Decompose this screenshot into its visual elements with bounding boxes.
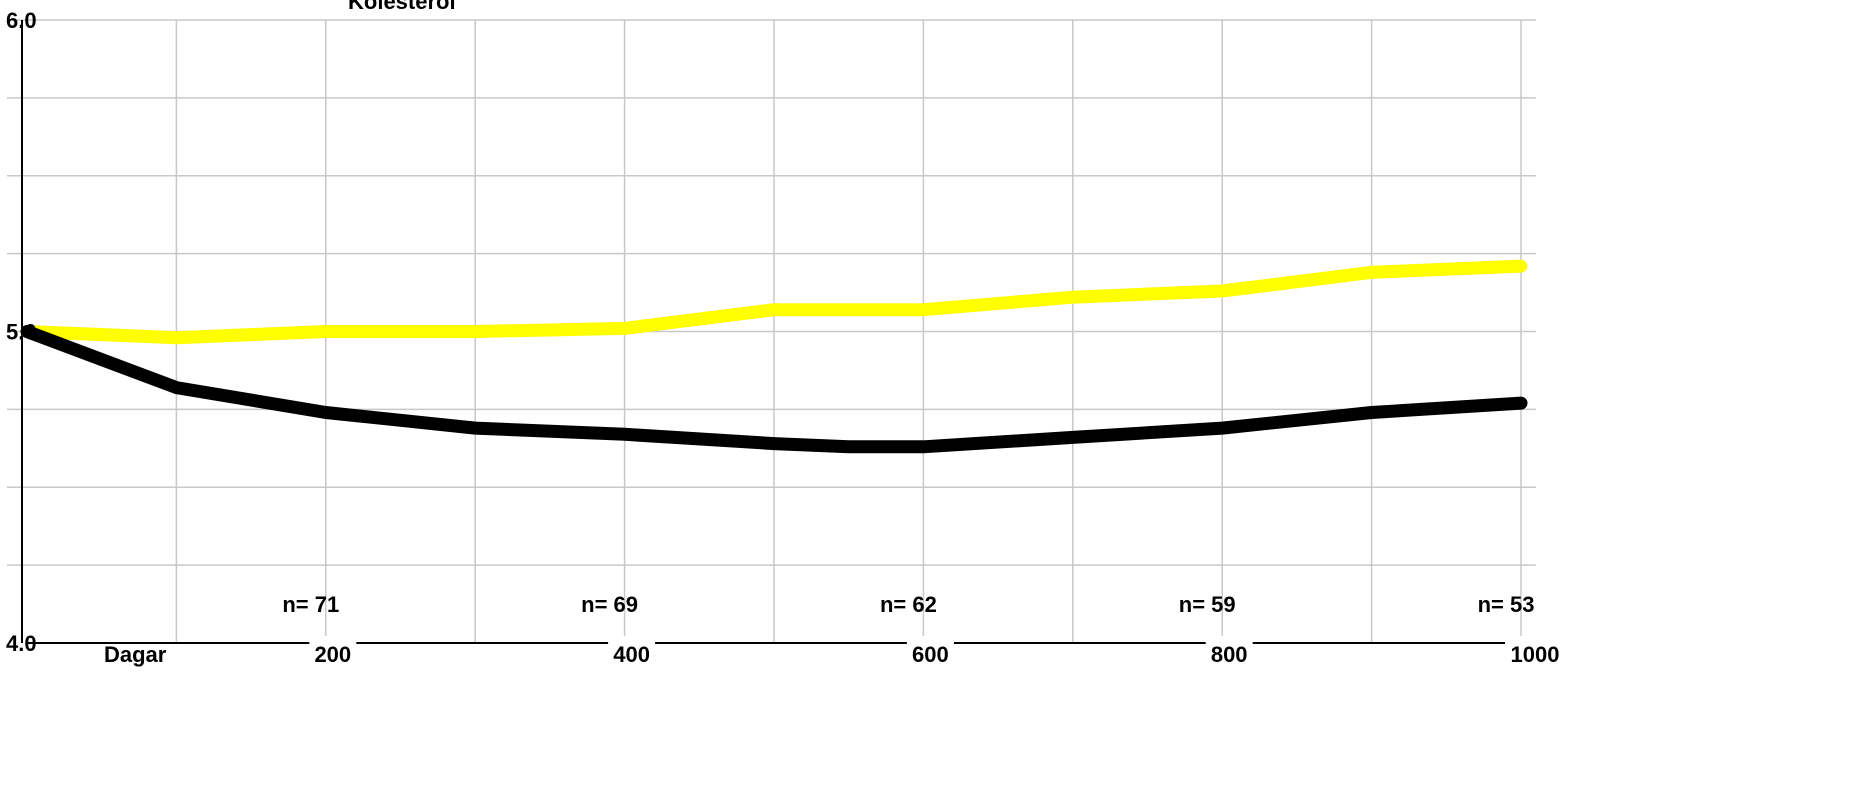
sample-size-label: n= 59: [1179, 592, 1236, 617]
chart-title: Kolesterol: [348, 0, 456, 14]
x-tick-backing: [906, 636, 954, 652]
series-lines: [20, 259, 1528, 454]
x-tick-backing: [608, 636, 656, 652]
grid: [7, 19, 1536, 643]
x-tick-label: 1000: [1511, 642, 1560, 667]
series-line-1: [20, 259, 1528, 345]
x-tick-label: 400: [613, 642, 650, 667]
y-tick-label: 6.0: [6, 8, 37, 33]
sample-size-label: n= 53: [1478, 592, 1535, 617]
x-tick-backing: [1505, 636, 1565, 652]
y-tick-label: 5.0: [6, 320, 37, 345]
x-tick-label: 600: [912, 642, 949, 667]
sample-size-label: n= 62: [880, 592, 937, 617]
x-axis-label: Dagar: [104, 642, 167, 667]
x-tick-label: 800: [1211, 642, 1248, 667]
sample-size-label: n= 71: [282, 592, 339, 617]
x-tick-backing: [1205, 636, 1253, 652]
chart-labels: Kolesterol 4.0 5.0 6.0 Dagar 200 400 600 800 1000…: [6, 0, 1565, 667]
sample-size-label: n= 69: [581, 592, 638, 617]
x-tick-label: 200: [314, 642, 351, 667]
x-tick-backing: [309, 636, 357, 652]
y-tick-label: 4.0: [6, 631, 37, 656]
series-line-2: [20, 325, 1528, 454]
